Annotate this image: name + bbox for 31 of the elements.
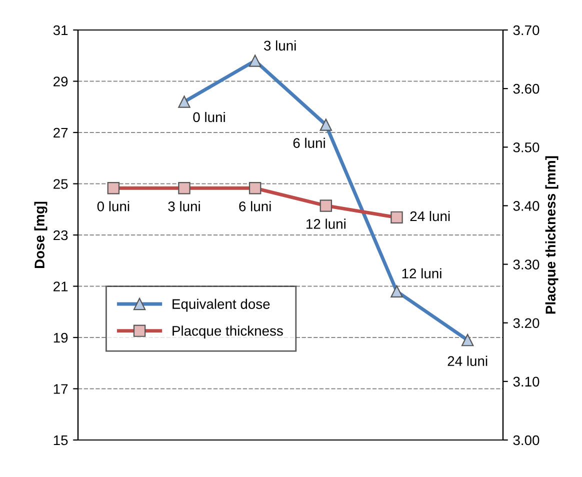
y-tick-label: 21	[54, 282, 68, 292]
annotation: 6 luni	[239, 201, 271, 212]
y2-tick-label: 3.10	[513, 376, 540, 387]
y-tick-label: 23	[54, 230, 68, 240]
y-tick-label: 29	[54, 76, 68, 86]
y-tick-label: 17	[54, 384, 68, 394]
y-tick-label: 27	[54, 128, 68, 138]
y-tick-label: 25	[54, 179, 68, 189]
annotation: 24 luni	[448, 356, 488, 366]
annotation: 12 luni	[306, 218, 346, 229]
annotation: 24 luni	[410, 210, 450, 222]
y2-tick-label: 3.30	[513, 260, 540, 270]
annotation: 0 luni	[193, 112, 225, 122]
annotation: 3 luni	[264, 40, 296, 51]
y-axis-title: Dose [mg]	[34, 202, 48, 268]
legend-label: Equivalent dose	[172, 298, 270, 312]
annotation: 0 luni	[97, 201, 130, 212]
y2-tick-label: 3.00	[513, 435, 540, 446]
y-tick-label: 15	[54, 435, 68, 446]
y2-tick-label: 3.70	[513, 25, 540, 36]
y2-tick-label: 3.20	[513, 318, 540, 328]
y2-tick-label: 3.60	[513, 84, 540, 94]
y2-tick-label: 3.40	[513, 201, 540, 211]
annotation: 6 luni	[293, 138, 325, 148]
y2-axis-title: Placque thickness [mm]	[545, 156, 558, 314]
legend-label: Placque thickness	[172, 326, 283, 339]
y-tick-label: 31	[53, 25, 68, 36]
y-tick-label: 19	[54, 332, 68, 343]
annotation: 3 luni	[168, 201, 200, 212]
annotation: 12 luni	[402, 268, 442, 278]
y2-tick-label: 3.50	[513, 142, 540, 152]
